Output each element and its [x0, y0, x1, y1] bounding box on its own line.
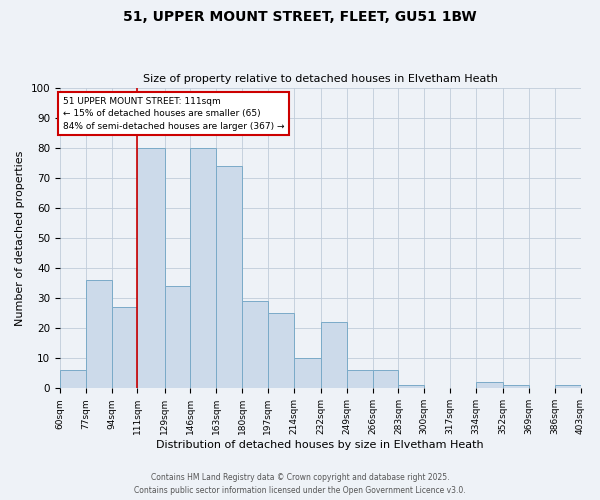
X-axis label: Distribution of detached houses by size in Elvetham Heath: Distribution of detached houses by size … — [157, 440, 484, 450]
Bar — [190, 148, 216, 388]
Bar — [164, 286, 190, 388]
Y-axis label: Number of detached properties: Number of detached properties — [15, 150, 25, 326]
Bar — [554, 386, 581, 388]
Bar — [268, 313, 293, 388]
Text: Contains HM Land Registry data © Crown copyright and database right 2025.
Contai: Contains HM Land Registry data © Crown c… — [134, 473, 466, 495]
Bar — [373, 370, 398, 388]
Bar — [293, 358, 321, 388]
Bar — [398, 386, 424, 388]
Bar — [216, 166, 242, 388]
Bar — [60, 370, 86, 388]
Bar — [347, 370, 373, 388]
Bar — [242, 301, 268, 388]
Bar — [112, 307, 137, 388]
Text: 51 UPPER MOUNT STREET: 111sqm
← 15% of detached houses are smaller (65)
84% of s: 51 UPPER MOUNT STREET: 111sqm ← 15% of d… — [63, 96, 284, 130]
Bar — [503, 386, 529, 388]
Bar — [137, 148, 164, 388]
Bar — [476, 382, 503, 388]
Text: 51, UPPER MOUNT STREET, FLEET, GU51 1BW: 51, UPPER MOUNT STREET, FLEET, GU51 1BW — [123, 10, 477, 24]
Bar — [86, 280, 112, 388]
Bar — [321, 322, 347, 388]
Title: Size of property relative to detached houses in Elvetham Heath: Size of property relative to detached ho… — [143, 74, 497, 84]
